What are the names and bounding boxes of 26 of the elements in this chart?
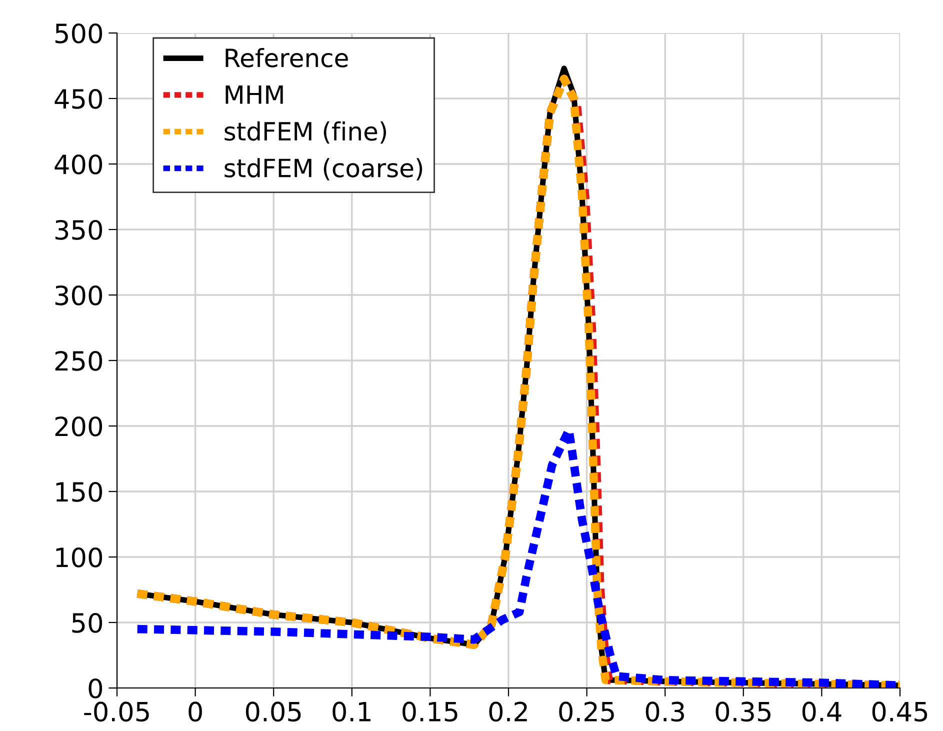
y-tick-label: 0 xyxy=(88,678,102,698)
x-tick-label: 0.25 xyxy=(559,702,614,722)
y-tick-label: 100 xyxy=(56,547,102,568)
y-tick-label: 150 xyxy=(56,482,102,502)
y-tick-label: 250 xyxy=(55,350,102,371)
y-tick-label: 200 xyxy=(55,416,102,436)
x-tick-label: 0.05 xyxy=(246,702,301,722)
y-tick-label: 350 xyxy=(55,220,102,240)
legend-label: stdFEM (fine) xyxy=(224,121,386,144)
x-tick-label: 0.3 xyxy=(646,702,684,722)
x-tick-label: 0 xyxy=(188,702,202,722)
x-tick-label: 0.1 xyxy=(332,702,370,722)
x-tick-label: 0.35 xyxy=(716,702,770,722)
y-tick-label: 450 xyxy=(54,88,102,109)
x-tick-label: 0.4 xyxy=(802,702,842,722)
y-tick-label: 400 xyxy=(54,154,102,174)
x-tick-label: 0.15 xyxy=(402,702,458,722)
x-tick-label: 0.2 xyxy=(489,702,527,722)
legend-label: stdFEM (coarse) xyxy=(224,158,422,180)
x-tick-label: -0.05 xyxy=(84,702,149,722)
y-tick-label: 300 xyxy=(55,285,102,306)
y-tick-label: 500 xyxy=(55,23,102,44)
legend-label: MHM xyxy=(226,85,283,104)
x-tick-label: 0.45 xyxy=(872,702,928,722)
y-tick-label: 50 xyxy=(72,612,102,633)
legend-label: Reference xyxy=(226,48,348,68)
